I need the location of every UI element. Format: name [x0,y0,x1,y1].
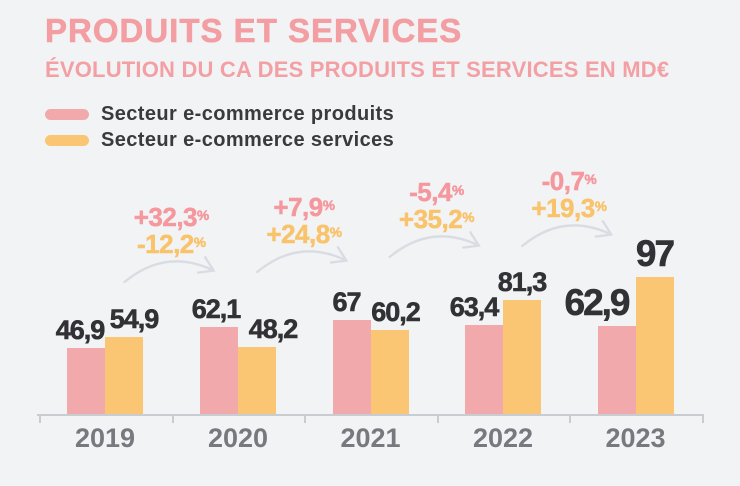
percent-sign: % [594,198,607,215]
bar-value-produits-2022: 63,4 [449,291,499,323]
trend-arrow-2019-2020 [123,256,216,284]
bar-value-services-2021: 60,2 [371,296,421,327]
chart-subtitle: ÉVOLUTION DU CA DES PRODUITS ET SERVICES… [45,57,670,82]
annotation-services-2021: +24,8% [266,218,342,249]
x-axis-tick-4 [569,415,572,423]
bar-produits-2023 [597,325,636,415]
annotation-produits-2020: +32,3% [133,201,210,232]
bar-produits-2020 [200,326,238,415]
annotation-services-2023: +19,3% [531,192,607,223]
x-tick-label-2023: 2023 [605,423,666,453]
bar-value-produits-2021: 67 [332,286,362,318]
bar-value-services-2022: 81,3 [497,266,547,297]
annotation-2019-2020: +32,3% -12,2% [133,201,210,259]
annotation-2021-2022: -5,4% +35,2% [399,178,475,232]
legend-item-services: Secteur e-commerce services [45,127,394,153]
page-title: PRODUITS ET SERVICES [45,12,463,50]
x-axis-tick-3 [436,415,439,423]
percent-sign: % [584,172,597,188]
annotation-2020-2021: +7,9% +24,8% [266,193,342,247]
legend-label-produits: Secteur e-commerce produits [101,102,395,125]
bar-value-services-2020: 48,2 [248,313,298,344]
x-axis-tick-1 [171,415,174,423]
x-tick-label-2019: 2019 [74,423,136,453]
x-axis-tick-0 [38,415,41,423]
x-tick-label-2020: 2020 [207,423,269,453]
annotation-produits-2022: -5,4% [409,176,465,207]
x-tick-label-2021: 2021 [340,423,401,453]
bar-services-2020 [238,346,276,415]
percent-sign: % [197,208,210,224]
percent-sign: % [329,224,342,241]
trend-arrow-2022-2023 [521,220,614,248]
percent-sign: % [462,209,475,226]
percent-sign: % [451,183,465,199]
bar-produits-2022 [465,325,503,415]
annotation-produits-2023: -0,7% [541,165,597,196]
annotation-produits-2021: +7,9% [273,191,335,222]
legend-swatch-produits-icon [45,108,89,120]
trend-arrow-2020-2021 [256,246,349,274]
x-axis-tick-2 [304,415,307,423]
legend-label-services: Secteur e-commerce services [101,128,395,151]
annotation-2022-2023: -0,7% +19,3% [531,167,607,221]
annotation-services-2020: -12,2% [136,228,207,259]
bar-services-2019 [105,337,143,415]
x-axis-tick-5 [702,415,704,423]
bar-services-2022 [503,299,541,415]
bar-produits-2019 [67,348,105,415]
bar-value-produits-2019: 46,9 [55,315,105,346]
bar-value-produits-2020: 62,1 [191,293,241,325]
trend-arrow-2021-2022 [388,231,481,259]
bar-value-services-2023: 97 [635,233,676,275]
legend: Secteur e-commerce produits Secteur e-co… [45,101,394,153]
legend-swatch-services-icon [45,134,89,146]
percent-sign: % [193,234,207,251]
x-axis-line [37,414,704,416]
bar-value-services-2019: 54,9 [109,304,159,335]
bar-value-produits-2023: 62,9 [564,281,631,323]
percent-sign: % [322,198,335,214]
bar-produits-2021 [332,319,371,415]
bar-services-2021 [370,329,409,415]
legend-item-produits: Secteur e-commerce produits [45,101,394,127]
bar-services-2023 [635,277,674,415]
annotation-services-2022: +35,2% [398,203,475,234]
x-tick-label-2022: 2022 [472,423,534,453]
